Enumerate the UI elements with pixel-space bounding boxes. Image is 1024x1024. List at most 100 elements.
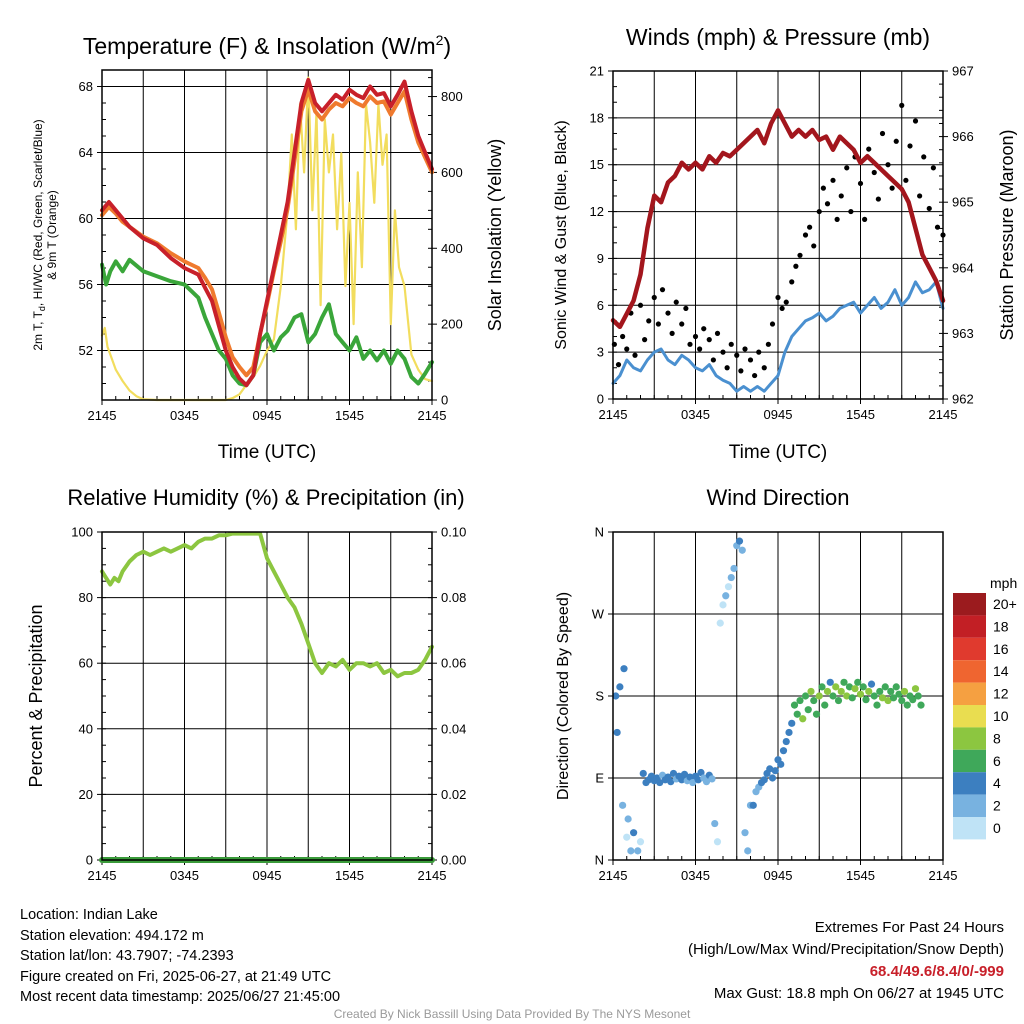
direction-point — [840, 678, 848, 686]
y-tick-label-right: 962 — [952, 392, 974, 407]
gust-point — [742, 346, 748, 352]
direction-point — [627, 847, 635, 855]
gust-point — [720, 349, 726, 355]
x-tick-label: 0345 — [170, 408, 199, 423]
colorbar-label: 10 — [993, 708, 1009, 724]
direction-point — [900, 687, 909, 696]
colorbar: mph 20+ 18 16 14 12 10 8 6 4 2 0 — [953, 575, 1017, 840]
colorbar-title: mph — [990, 575, 1017, 591]
direction-point — [727, 573, 735, 582]
colorbar-label: 0 — [993, 820, 1001, 836]
gust-point — [885, 162, 891, 168]
colorbar-swatch — [953, 749, 986, 773]
gust-point — [866, 146, 872, 152]
gust-point — [793, 263, 799, 269]
gust-point — [728, 341, 734, 347]
direction-point — [656, 778, 664, 787]
direction-point — [636, 838, 645, 846]
gust-point — [734, 352, 740, 358]
y-tick-label: 20 — [79, 787, 93, 802]
temperature-left-ylabel: 2m T, Td, HI/WC (Red, Green, Scarlet/Blu… — [31, 119, 59, 350]
series-line-2m-t — [100, 77, 434, 388]
gust-point — [756, 349, 762, 355]
gust-point — [747, 357, 754, 363]
direction-point — [719, 601, 727, 609]
direction-point — [884, 696, 892, 705]
gust-point — [679, 321, 685, 327]
direction-point — [711, 819, 719, 828]
direction-point — [810, 696, 818, 705]
latlon-text: Station lat/lon: 43.7907; -74.2393 — [20, 948, 234, 964]
gust-point — [761, 365, 767, 371]
direction-point — [867, 680, 876, 688]
gust-point — [857, 180, 864, 187]
gust-point — [620, 333, 626, 340]
colorbar-label: 12 — [993, 686, 1009, 702]
direction-point — [807, 687, 815, 696]
x-tick-label: 1545 — [846, 868, 875, 883]
created-text: Figure created on Fri, 2025-06-27, at 21… — [20, 968, 332, 985]
extremes-info: Extremes For Past 24 Hours (High/Low/Max… — [688, 917, 1004, 1005]
gust-point — [779, 305, 785, 312]
x-tick-label: 0945 — [253, 868, 282, 883]
y-tick-label-right: 200 — [441, 317, 463, 332]
direction-point — [760, 776, 768, 784]
y-tick-label-right: 965 — [952, 195, 974, 210]
y-tick-label: 18 — [590, 110, 604, 125]
colorbar-label: 6 — [993, 753, 1001, 769]
y-tick-label-right: 963 — [952, 326, 974, 341]
recent-text: Most recent data timestamp: 2025/06/27 2… — [20, 989, 341, 1005]
direction-point — [777, 760, 785, 768]
direction-point — [702, 778, 711, 786]
y-tick-label-right: 400 — [441, 241, 463, 256]
gust-point — [665, 310, 671, 316]
humidity-title: Relative Humidity (%) & Precipitation (i… — [67, 485, 464, 510]
direction-point — [801, 692, 810, 700]
direction-point — [887, 687, 895, 696]
direction-point — [851, 685, 859, 693]
colorbar-swatch — [953, 682, 986, 705]
x-tick-label: 1545 — [846, 407, 875, 422]
gust-point — [683, 305, 689, 312]
gust-point — [848, 208, 854, 215]
direction-point — [829, 692, 837, 700]
y-tick-label: 40 — [79, 721, 93, 736]
direction-point — [895, 690, 903, 698]
colorbar-swatch — [953, 637, 986, 661]
gust-point — [879, 130, 886, 137]
direction-point — [744, 847, 752, 855]
direction-point — [903, 701, 911, 709]
direction-point — [738, 546, 746, 554]
gust-point — [642, 337, 648, 343]
direction-point — [848, 694, 856, 702]
gust-point — [844, 165, 850, 171]
direction-point — [909, 696, 917, 704]
winds-right-ylabel: Station Pressure (Maroon) — [997, 129, 1017, 340]
y-tick-label-right: 964 — [952, 260, 974, 275]
gust-point — [893, 138, 899, 144]
direction-point — [741, 829, 749, 837]
direction-point — [878, 694, 887, 702]
colorbar-label: 2 — [993, 798, 1001, 814]
direction-point — [865, 687, 873, 696]
direction-point — [624, 815, 632, 823]
y-tick-label: 68 — [79, 79, 93, 94]
x-tick-label: 0945 — [253, 408, 282, 423]
winds-left-ylabel: Sonic Wind & Gust (Blue, Black) — [553, 120, 570, 349]
y-tick-label: 15 — [590, 157, 604, 172]
colorbar-label: 16 — [993, 641, 1009, 657]
direction-point — [788, 719, 796, 727]
x-tick-label: 2145 — [88, 868, 117, 883]
gust-point — [775, 294, 781, 301]
direction-point — [823, 687, 832, 696]
gust-point — [659, 287, 666, 293]
direction-point — [716, 619, 724, 627]
x-tick-label: 2145 — [599, 407, 628, 422]
direction-point — [821, 701, 829, 709]
direction-point — [616, 683, 624, 691]
humidity-panel: 2145 0345 0945 1545 21450204060801000.000.02… — [71, 525, 466, 884]
colorbar-swatch — [953, 794, 986, 817]
gust-point — [697, 346, 703, 352]
direction-point — [768, 774, 777, 782]
gust-point — [903, 177, 909, 183]
